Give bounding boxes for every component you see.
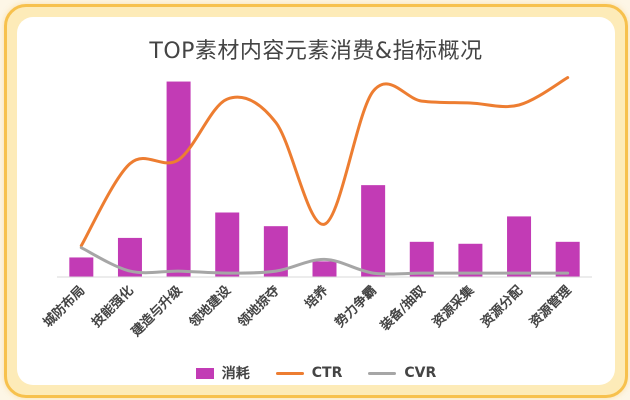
bar-3 bbox=[215, 212, 240, 277]
legend-item-cvr: CVR bbox=[368, 365, 436, 381]
legend-swatch-consumption bbox=[195, 367, 214, 379]
x-tick-label-2: 建造与升级 bbox=[128, 282, 186, 340]
bar-7 bbox=[409, 241, 434, 277]
bar-6 bbox=[361, 185, 386, 277]
x-tick-label-3: 领地建设 bbox=[186, 282, 235, 331]
bar-9 bbox=[507, 216, 532, 277]
legend-label-cvr: CVR bbox=[404, 365, 437, 381]
chart-title: TOP素材内容元素消费&指标概况 bbox=[149, 39, 483, 64]
bar-5 bbox=[312, 261, 337, 277]
x-tick-label-0: 城防布局 bbox=[40, 283, 88, 331]
x-tick-label-9: 资源分配 bbox=[478, 283, 526, 331]
x-tick-label-6: 势力争霸 bbox=[332, 283, 380, 331]
bar-0 bbox=[69, 257, 94, 277]
x-tick-label-1: 技能强化 bbox=[89, 283, 137, 331]
series-line-ctr bbox=[79, 76, 570, 248]
legend-item-consumption: 消耗 bbox=[195, 363, 250, 383]
bar-2 bbox=[166, 81, 191, 277]
bar-10 bbox=[555, 241, 580, 277]
x-tick-label-5: 培养 bbox=[302, 282, 332, 312]
legend-label-ctr: CTR bbox=[311, 365, 343, 381]
card-border: TOP素材内容元素消费&指标概况 城防布局 技能强化 建造与升级 领地建设 领地掠夺 培养… bbox=[4, 4, 628, 398]
x-tick-label-10: 资源管理 bbox=[526, 283, 574, 331]
x-tick-label-7: 装备/抽取 bbox=[376, 282, 429, 335]
x-tick-label-8: 资源采集 bbox=[429, 282, 478, 331]
x-tick-label-4: 领地掠夺 bbox=[235, 282, 284, 331]
series-line-cvr bbox=[79, 246, 570, 276]
legend-item-ctr: CTR bbox=[275, 365, 343, 381]
chart-card: TOP素材内容元素消费&指标概况 城防布局 技能强化 建造与升级 领地建设 领地掠夺 培养… bbox=[17, 17, 615, 385]
legend-label-consumption: 消耗 bbox=[221, 366, 250, 382]
legend: 消耗 CTR CVR bbox=[17, 363, 615, 383]
legend-swatch-ctr bbox=[275, 371, 304, 375]
legend-swatch-cvr bbox=[368, 371, 397, 375]
bar-8 bbox=[458, 243, 483, 277]
